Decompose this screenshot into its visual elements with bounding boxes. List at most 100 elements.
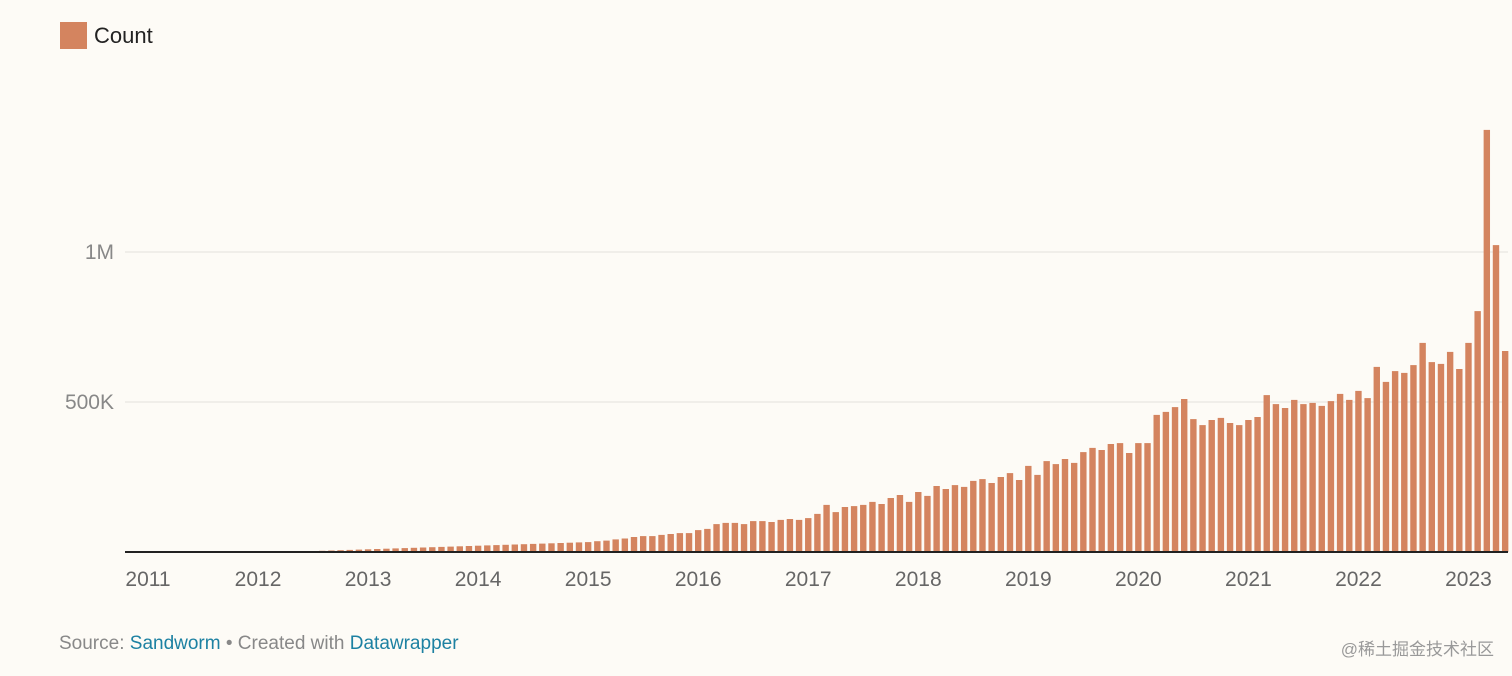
bar (878, 504, 885, 552)
bar (905, 501, 913, 552)
bar (1492, 245, 1500, 552)
bar (1070, 462, 1078, 552)
bar (676, 533, 684, 552)
bar (575, 542, 583, 552)
bar (951, 485, 959, 552)
bar (1446, 351, 1454, 552)
bar (695, 530, 702, 552)
bar (1125, 453, 1133, 552)
bar (484, 545, 491, 552)
bar (1006, 473, 1014, 552)
bar (630, 537, 638, 552)
bar-chart: 500K 1M 2011 2012 2013 2014 2015 2016 2017 2018 20… (65, 129, 1509, 591)
bar (1015, 480, 1023, 552)
bar (731, 522, 739, 552)
x-tick-label: 2012 (235, 568, 282, 591)
x-tick-label: 2019 (1005, 568, 1052, 591)
bar (612, 539, 619, 552)
bar (970, 480, 977, 552)
x-tick-label: 2023 (1445, 568, 1492, 591)
bar (1428, 362, 1435, 552)
bar (777, 519, 784, 552)
bar (841, 507, 849, 552)
bar (557, 543, 564, 552)
bar (1144, 443, 1151, 552)
bar (1272, 404, 1280, 552)
bar (374, 549, 381, 552)
bar (1263, 395, 1270, 552)
legend-label: Count (94, 22, 153, 48)
bar (924, 495, 931, 552)
bar (465, 546, 473, 552)
x-tick-label: 2011 (125, 568, 170, 591)
bar (1373, 366, 1380, 552)
bar (1336, 393, 1344, 552)
bar (887, 498, 894, 552)
datawrapper-link[interactable]: Datawrapper (349, 633, 459, 654)
x-tick-label: 2013 (345, 568, 392, 591)
bar (1456, 369, 1463, 552)
bar (915, 492, 922, 552)
bar (860, 504, 867, 552)
bar (667, 534, 674, 552)
bar (997, 477, 1005, 552)
bar (1181, 399, 1188, 552)
bar (1162, 411, 1170, 552)
bar (805, 518, 812, 552)
bar (1226, 423, 1234, 552)
bar (429, 547, 436, 552)
bar (740, 524, 748, 552)
bar (1089, 447, 1096, 552)
bar (1364, 398, 1371, 552)
bar (584, 542, 592, 552)
bar (1382, 381, 1390, 552)
x-tick-label: 2015 (565, 568, 612, 591)
bar (942, 489, 949, 552)
x-tick-label: 2014 (455, 568, 502, 591)
bar (410, 547, 418, 552)
bar (1318, 405, 1325, 552)
bar (520, 544, 528, 552)
bar (1236, 425, 1243, 552)
bar (1465, 342, 1472, 552)
source-link[interactable]: Sandworm (129, 633, 221, 654)
bar (511, 544, 518, 552)
bar (704, 528, 711, 552)
bar (447, 546, 454, 552)
bar (1391, 371, 1399, 552)
bar (594, 541, 601, 552)
bar (1300, 404, 1307, 552)
bar (401, 548, 408, 552)
bar (1410, 365, 1417, 552)
bar (639, 536, 647, 552)
x-tick-label: 2018 (895, 568, 942, 591)
x-tick-label: 2021 (1225, 568, 1272, 591)
bar (392, 548, 399, 552)
bar (502, 544, 509, 552)
legend-swatch (60, 22, 87, 49)
bar (438, 546, 445, 552)
bar (1419, 342, 1426, 552)
bar (364, 549, 372, 552)
bar (1199, 425, 1206, 552)
bar (896, 495, 904, 552)
source-prefix: Source: (59, 633, 130, 654)
bar (419, 547, 427, 552)
bar (933, 486, 940, 552)
bar (621, 538, 629, 552)
bar (960, 486, 968, 552)
y-tick-label: 1M (85, 241, 114, 264)
bar (979, 479, 986, 552)
bar (493, 545, 500, 552)
bar (1483, 129, 1491, 552)
bar (1034, 474, 1041, 552)
bar (713, 524, 720, 552)
bar (1437, 363, 1445, 552)
bar (988, 483, 995, 552)
bar (649, 536, 656, 552)
bar (768, 522, 775, 552)
bar (1281, 408, 1289, 552)
bar (1052, 464, 1060, 552)
x-tick-label: 2022 (1335, 568, 1382, 591)
x-tick-label: 2020 (1115, 568, 1162, 591)
